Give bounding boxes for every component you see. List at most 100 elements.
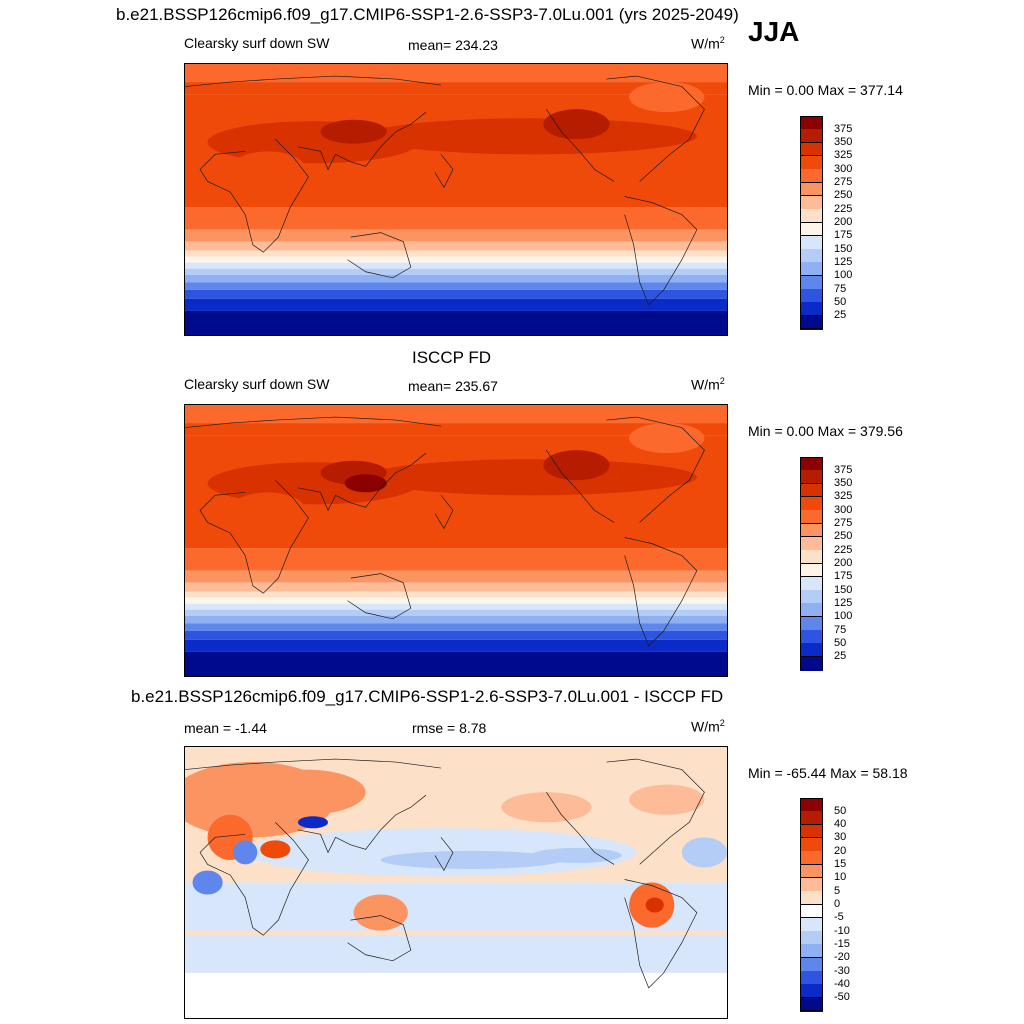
- colorbar-tick-label: 175: [834, 229, 853, 242]
- field-anomaly: [230, 492, 306, 529]
- panel-diff-units: W/m2: [691, 718, 725, 735]
- field-anomaly: [260, 840, 291, 859]
- colorbar-tick-label: 20: [834, 844, 847, 857]
- colorbar-tick-label: 0: [834, 898, 841, 910]
- field-anomaly: [365, 459, 697, 496]
- field-band: [185, 207, 727, 230]
- field-band: [185, 282, 727, 290]
- field-anomaly: [312, 832, 359, 848]
- field-anomaly: [297, 816, 329, 829]
- panel-obs-variable: Clearsky surf down SW: [184, 376, 330, 392]
- panel-diff-title: b.e21.BSSP126cmip6.f09_g17.CMIP6-SSP1-2.…: [131, 687, 724, 706]
- field-anomaly: [629, 82, 705, 113]
- panel-obs-minmax: Min = 0.00 Max = 379.56: [748, 423, 903, 439]
- panel-model-title: b.e21.BSSP126cmip6.f09_g17.CMIP6-SSP1-2.…: [116, 5, 739, 24]
- colorbar-tick-label: 225: [834, 543, 853, 556]
- field-band: [185, 651, 727, 676]
- colorbar-frame: [800, 457, 823, 670]
- field-band: [185, 250, 727, 257]
- colorbar-tick-label: 325: [834, 490, 853, 503]
- field-anomaly: [681, 837, 727, 868]
- panel-obs-title: ISCCP FD: [412, 348, 492, 367]
- coastline: [185, 416, 441, 428]
- colorbar-tick-label: 50: [834, 804, 847, 817]
- coastline: [185, 758, 441, 770]
- panel-obs-mean: mean= 235.67: [408, 378, 498, 394]
- field-anomaly: [245, 769, 366, 815]
- colorbar-model: 375 350 325 300 275 250 225 200 175 150 125 100 75 50…: [800, 116, 880, 330]
- coastline: [546, 449, 615, 523]
- colorbar-tick-label: 5: [834, 884, 841, 897]
- colorbar-diff: 50 40 30 20 15 10 5 0 -5 -10 -15 -20 -30 -40 -50: [800, 798, 880, 1012]
- field-anomaly: [629, 784, 705, 815]
- colorbar-tick-label: -50: [834, 991, 850, 1004]
- colorbar-tick-label: 175: [834, 570, 853, 583]
- field-anomaly: [543, 109, 610, 140]
- field-band: [185, 268, 727, 275]
- panel-diff-minmax: Min = -65.44 Max = 58.18: [748, 765, 908, 781]
- colorbar-segment: [800, 656, 823, 671]
- colorbar-segment: [800, 997, 823, 1012]
- colorbar-tick-label: 375: [834, 463, 853, 476]
- coastline: [297, 794, 427, 854]
- map-obs-svg: [185, 405, 727, 676]
- colorbar-tick-label: 25: [834, 309, 847, 322]
- field-anomaly: [365, 118, 697, 155]
- field-band: [185, 64, 727, 83]
- colorbar-tick-label: 150: [834, 242, 853, 255]
- field-anomaly: [531, 847, 622, 863]
- field-band: [185, 241, 727, 251]
- colorbar-frame: [800, 116, 823, 329]
- field-band: [185, 548, 727, 571]
- coastline: [347, 915, 412, 962]
- coastline: [199, 822, 309, 936]
- field-anomaly: [192, 870, 223, 895]
- field-band: [185, 597, 727, 604]
- colorbar-tick-label: 350: [834, 477, 853, 490]
- coastline: [434, 837, 454, 872]
- field-anomaly: [320, 119, 387, 144]
- coastline: [624, 879, 698, 989]
- map-obs: [184, 404, 728, 677]
- panel-obs-units: W/m2: [691, 376, 725, 393]
- field-band: [185, 82, 727, 95]
- panel-diff-rmse: rmse = 8.78: [412, 720, 487, 736]
- colorbar-tick-label: 375: [834, 122, 853, 135]
- colorbar-tick-label: 200: [834, 216, 853, 228]
- colorbar-tick-label: 350: [834, 136, 853, 149]
- field-band: [185, 972, 727, 1018]
- colorbar-tick-label: 30: [834, 831, 847, 844]
- coastline: [606, 75, 705, 182]
- colorbar-tick-label: 275: [834, 517, 853, 530]
- field-band: [185, 229, 727, 242]
- map-model-svg: [185, 64, 727, 335]
- field-band: [185, 603, 727, 610]
- map-model: [184, 63, 728, 336]
- field-band: [185, 609, 727, 616]
- field-anomaly: [629, 423, 705, 454]
- colorbar-tick-label: 250: [834, 530, 853, 543]
- coastline: [434, 154, 454, 189]
- colorbar-tick-label: -10: [834, 924, 850, 937]
- colorbar-tick-label: 15: [834, 858, 847, 871]
- field-band: [185, 570, 727, 583]
- coastline: [297, 111, 427, 171]
- field-anomaly: [230, 151, 306, 188]
- field-band: [185, 256, 727, 263]
- map-diff-svg: [185, 747, 727, 1018]
- field-band: [185, 591, 727, 598]
- colorbar-tick-label: 50: [834, 636, 847, 649]
- colorbar-tick-label: -5: [834, 911, 844, 924]
- colorbar-tick-label: -15: [834, 937, 850, 950]
- coastline: [624, 537, 698, 647]
- coastline: [297, 452, 427, 512]
- panel-model-variable: Clearsky surf down SW: [184, 35, 330, 51]
- panel-model-minmax: Min = 0.00 Max = 377.14: [748, 82, 903, 98]
- coastline: [434, 495, 454, 530]
- colorbar-tick-label: -20: [834, 951, 850, 964]
- field-band: [185, 289, 727, 299]
- colorbar-tick-label: 275: [834, 176, 853, 189]
- colorbar-tick-label: 125: [834, 596, 853, 609]
- coastline: [199, 480, 309, 594]
- field-band: [185, 310, 727, 335]
